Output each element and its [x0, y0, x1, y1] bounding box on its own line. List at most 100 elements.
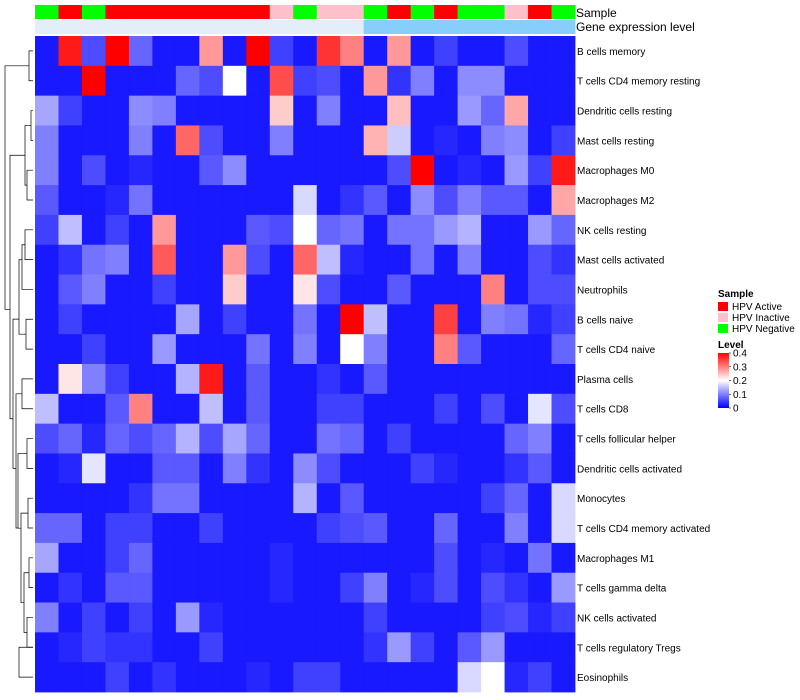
- heatmap-cell: [387, 36, 412, 67]
- sample-annotation-cell: [58, 5, 83, 19]
- heatmap-cell: [457, 244, 482, 275]
- heatmap-cell: [293, 214, 318, 246]
- heatmap-cell: [481, 423, 505, 454]
- heatmap-cell: [387, 602, 412, 633]
- expression-annotation-cell: [340, 20, 365, 34]
- heatmap-cell: [222, 572, 247, 603]
- heatmap-cell: [316, 364, 341, 395]
- heatmap-cell: [457, 602, 482, 633]
- heatmap-cell: [269, 542, 294, 574]
- heatmap-cell: [551, 423, 576, 454]
- heatmap-cells: [35, 36, 576, 693]
- heatmap-cell: [152, 244, 177, 275]
- heatmap-cell: [81, 632, 106, 663]
- heatmap-cell: [481, 125, 505, 156]
- heatmap-cell: [316, 334, 341, 365]
- heatmap-cell: [410, 542, 435, 574]
- heatmap-cell: [175, 36, 200, 67]
- heatmap-cell: [175, 155, 200, 186]
- dendrogram-branch: [21, 244, 33, 290]
- heatmap-cell: [105, 393, 130, 425]
- heatmap-cell: [35, 423, 59, 454]
- heatmap-cell: [481, 483, 505, 514]
- row-label: NK cells resting: [577, 226, 646, 237]
- heatmap-cell: [269, 304, 294, 335]
- heatmap-cell: [246, 572, 271, 603]
- heatmap-cell: [269, 393, 294, 425]
- heatmap-cell: [387, 95, 412, 126]
- dendrogram-branch: [20, 512, 28, 603]
- heatmap-cell: [316, 423, 341, 454]
- row-label: T cells follicular helper: [577, 435, 676, 446]
- heatmap-cell: [434, 65, 459, 97]
- heatmap-cell: [528, 36, 552, 67]
- heatmap-cell: [222, 36, 247, 67]
- heatmap-cell: [363, 334, 388, 365]
- heatmap-cell: [410, 274, 435, 305]
- expression-annotation-cell: [222, 20, 247, 34]
- heatmap-cell: [175, 304, 200, 335]
- heatmap-cell: [293, 125, 318, 156]
- heatmap-cell: [81, 483, 106, 514]
- heatmap-cell: [199, 244, 224, 275]
- heatmap-cell: [316, 572, 341, 603]
- heatmap-cell: [316, 125, 341, 156]
- heatmap-cell: [504, 304, 529, 335]
- heatmap-cell: [246, 542, 271, 574]
- heatmap-cell: [58, 125, 83, 156]
- legend-level-tick-label: 0.3: [733, 362, 747, 373]
- heatmap-cell: [481, 364, 505, 395]
- heatmap-cell: [434, 423, 459, 454]
- legend-sample-swatch: [718, 324, 728, 333]
- heatmap-cell: [363, 95, 388, 126]
- heatmap-cell: [152, 334, 177, 365]
- heatmap-cell: [551, 65, 576, 97]
- heatmap-cell: [457, 364, 482, 395]
- heatmap-cell: [105, 453, 130, 484]
- heatmap-cell: [434, 244, 459, 275]
- heatmap-cell: [410, 393, 435, 425]
- heatmap-cell: [128, 125, 153, 156]
- heatmap-cell: [128, 155, 153, 186]
- heatmap-cell: [528, 244, 552, 275]
- heatmap-cell: [434, 334, 459, 365]
- heatmap-cell: [152, 274, 177, 305]
- heatmap-cell: [199, 36, 224, 67]
- heatmap-cell: [457, 36, 482, 67]
- sample-annotation-cell: [363, 5, 388, 19]
- heatmap-cell: [410, 572, 435, 603]
- row-labels: B cells memory T cells CD4 memory resting…: [577, 47, 710, 684]
- legend-level-title: Level: [718, 340, 744, 351]
- heatmap-cell: [434, 185, 459, 216]
- heatmap-cell: [363, 453, 388, 484]
- heatmap-cell: [35, 244, 59, 275]
- heatmap-cell: [246, 185, 271, 216]
- row-label: Macrophages M0: [577, 166, 655, 177]
- sample-annotation-cell: [246, 5, 271, 19]
- heatmap-cell: [35, 542, 59, 574]
- heatmap-cell: [363, 542, 388, 574]
- heatmap-cell: [363, 36, 388, 67]
- heatmap-cell: [340, 513, 365, 544]
- heatmap-cell: [340, 36, 365, 67]
- dendrogram-branch: [28, 557, 33, 588]
- expression-annotation-cell: [551, 20, 576, 34]
- heatmap-cell: [105, 185, 130, 216]
- heatmap-cell: [246, 364, 271, 395]
- heatmap-cell: [293, 572, 318, 603]
- heatmap-cell: [199, 572, 224, 603]
- heatmap-cell: [35, 602, 59, 633]
- sample-annotation-cell: [434, 5, 459, 19]
- heatmap-cell: [504, 483, 529, 514]
- heatmap-cell: [175, 483, 200, 514]
- heatmap-cell: [363, 244, 388, 275]
- heatmap-cell: [481, 334, 505, 365]
- heatmap-cell: [410, 65, 435, 97]
- heatmap-cell: [175, 274, 200, 305]
- heatmap-cell: [128, 244, 153, 275]
- heatmap-cell: [199, 364, 224, 395]
- heatmap-cell: [340, 185, 365, 216]
